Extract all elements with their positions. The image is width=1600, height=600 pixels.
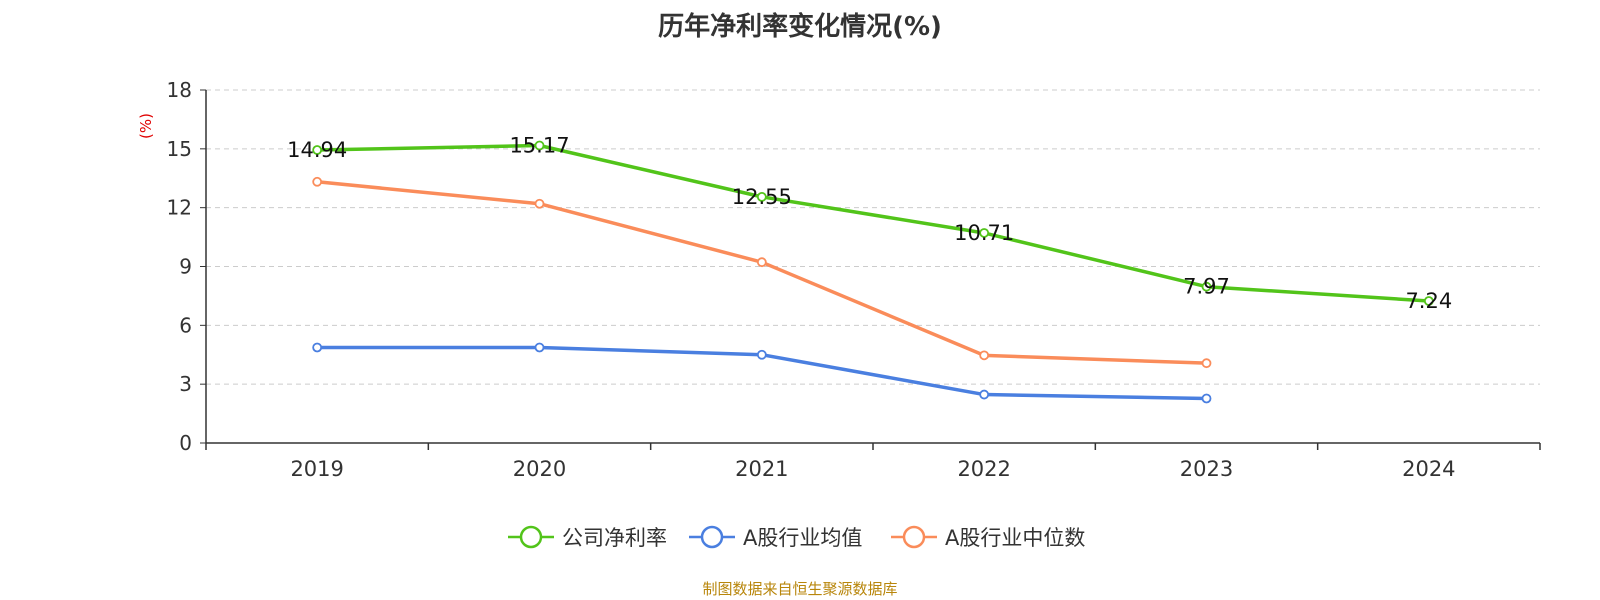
data-label: 14.94: [287, 138, 347, 162]
y-tick-label: 6: [179, 313, 192, 337]
data-point: [756, 191, 767, 202]
data-source-note: 制图数据来自恒生聚源数据库: [702, 580, 898, 598]
data-point: [312, 176, 323, 187]
data-point: [979, 228, 990, 238]
x-tick-label: 2020: [513, 457, 566, 481]
data-point: [1423, 296, 1434, 306]
data-label: 10.71: [954, 221, 1014, 245]
data-point: [756, 349, 767, 360]
legend-label-0: 公司净利率: [562, 526, 667, 550]
chart-title: 历年净利率变化情况(%): [658, 12, 942, 42]
series-line-2: [315, 180, 1209, 365]
data-point: [534, 198, 545, 209]
y-tick-label: 18: [167, 78, 192, 102]
data-point: [534, 342, 545, 353]
legend-label-1: A股行业均值: [743, 526, 862, 550]
y-tick-label: 9: [179, 255, 192, 279]
data-point: [312, 342, 323, 353]
legend-marker-2: [902, 525, 926, 549]
data-label: 15.17: [509, 133, 569, 157]
y-tick-label: 3: [179, 372, 192, 396]
legend-label-2: A股行业中位数: [945, 526, 1085, 550]
x-tick-label: 2021: [735, 457, 788, 481]
data-point: [1201, 281, 1212, 292]
legend-marker-1: [700, 525, 724, 549]
data-label: 7.24: [1405, 289, 1452, 313]
legend-marker-0: [519, 525, 543, 549]
data-point: [534, 140, 545, 151]
series-line-0: [315, 143, 1431, 303]
y-tick-label: 12: [167, 196, 192, 220]
x-tick-label: 2019: [290, 457, 343, 481]
data-point: [1201, 393, 1212, 404]
data-label: 7.97: [1183, 275, 1230, 299]
y-axis-label: (%): [137, 113, 155, 139]
data-point: [1201, 358, 1212, 369]
data-point: [979, 389, 990, 400]
x-tick-label: 2022: [957, 457, 1010, 481]
data-label: 12.55: [732, 185, 792, 209]
data-point: [312, 145, 323, 155]
y-tick-label: 0: [179, 431, 192, 455]
y-tick-label: 15: [167, 137, 192, 161]
data-point: [979, 350, 990, 361]
x-tick-label: 2024: [1402, 457, 1455, 481]
data-point: [756, 257, 767, 268]
x-tick-label: 2023: [1180, 457, 1233, 481]
